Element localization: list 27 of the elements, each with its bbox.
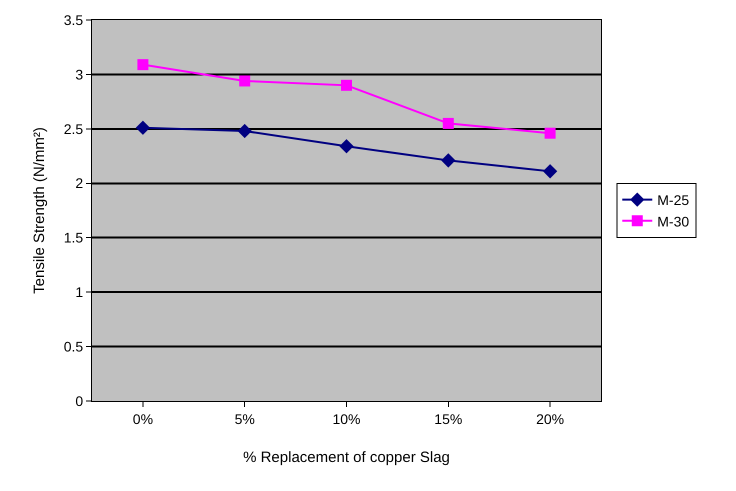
point xyxy=(239,75,250,86)
x-tick-label: 5% xyxy=(234,410,255,427)
x-axis-title: % Replacement of copper Slag xyxy=(243,448,450,466)
y-tick-label: 2.5 xyxy=(64,120,84,137)
point xyxy=(136,120,150,135)
legend-label: M-30 xyxy=(657,213,690,230)
point xyxy=(238,124,252,138)
y-tick-label: 3.5 xyxy=(64,12,84,28)
y-tick-label: 0.5 xyxy=(64,338,84,354)
x-tick-label: 20% xyxy=(536,410,564,427)
x-tick-label: 15% xyxy=(434,410,462,427)
x-tick-label: 0% xyxy=(132,410,154,427)
x-tick-label: 10% xyxy=(332,410,361,427)
point xyxy=(442,118,454,129)
y-axis-title: Tensile Strength (N/mm²) xyxy=(30,127,48,294)
y-tick-label: 1.5 xyxy=(64,230,84,246)
y-tick-label: 2 xyxy=(75,175,84,192)
point xyxy=(441,153,456,168)
point xyxy=(544,128,556,139)
legend-label: M-25 xyxy=(657,192,690,208)
point xyxy=(341,80,352,91)
y-tick-label: 1 xyxy=(75,284,84,300)
point xyxy=(137,59,148,70)
point xyxy=(339,139,354,154)
y-tick-label: 3 xyxy=(75,66,84,82)
y-tick-label: 0 xyxy=(75,392,84,409)
point xyxy=(542,164,558,178)
